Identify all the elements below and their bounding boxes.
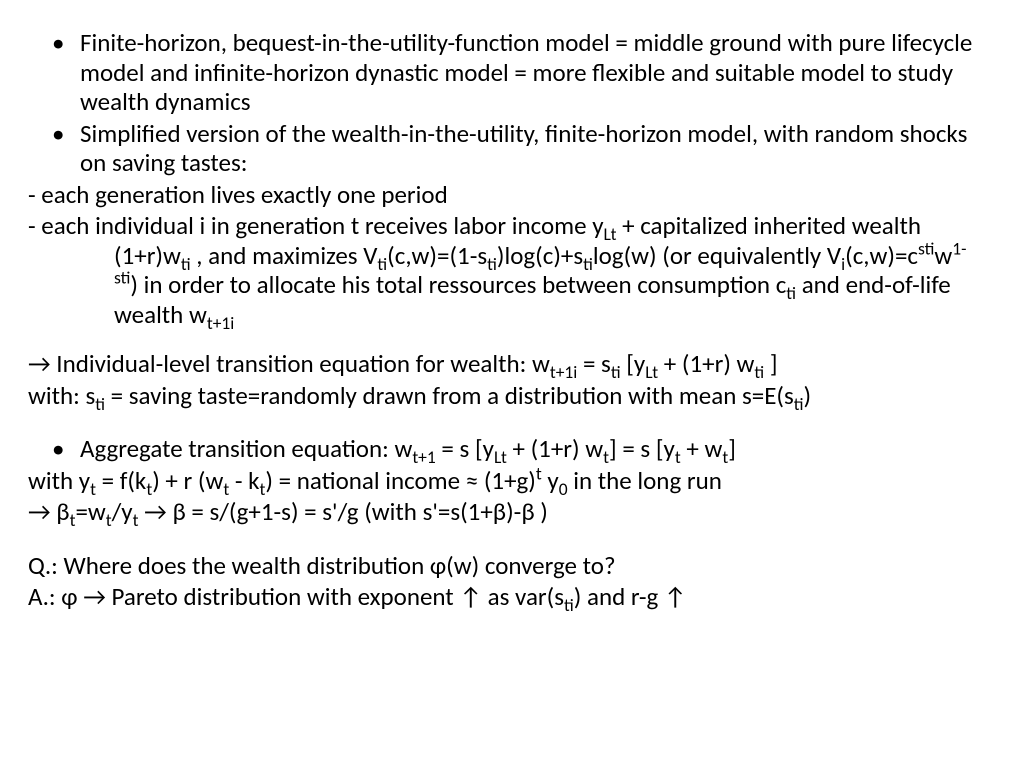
beta-line: → βt=wt/yt → β = s/(g+1-s) = s'/g (with … <box>28 497 986 527</box>
bullet-2: Simplified version of the wealth-in-the-… <box>80 119 986 178</box>
with-line-1: with: sti = saving taste=randomly drawn … <box>28 381 986 411</box>
bullet-list: Finite-horizon, bequest-in-the-utility-f… <box>28 28 986 178</box>
dash-1-text: - each generation lives exactly one peri… <box>28 179 448 210</box>
bullet-1-text: Finite-horizon, bequest-in-the-utility-f… <box>80 27 972 117</box>
bullet-3: Aggregate transition equation: wt+1 = s … <box>80 434 986 464</box>
question-line: Q.: Where does the wealth distribution φ… <box>28 551 986 581</box>
bullet-2-text: Simplified version of the wealth-in-the-… <box>80 118 967 179</box>
with-line-2: with yt = f(kt) + r (wt - kt) = national… <box>28 466 986 496</box>
answer-line: A.: φ → Pareto distribution with exponen… <box>28 582 986 612</box>
transition-eq-individual: → Individual-level transition equation f… <box>28 349 986 379</box>
bullet-list-2: Aggregate transition equation: wt+1 = s … <box>28 434 986 464</box>
slide-body: Finite-horizon, bequest-in-the-utility-f… <box>0 0 1024 768</box>
bullet-1: Finite-horizon, bequest-in-the-utility-f… <box>80 28 986 117</box>
dash-line-1: - each generation lives exactly one peri… <box>28 180 986 210</box>
dash-line-2: - each individual i in generation t rece… <box>28 211 986 329</box>
